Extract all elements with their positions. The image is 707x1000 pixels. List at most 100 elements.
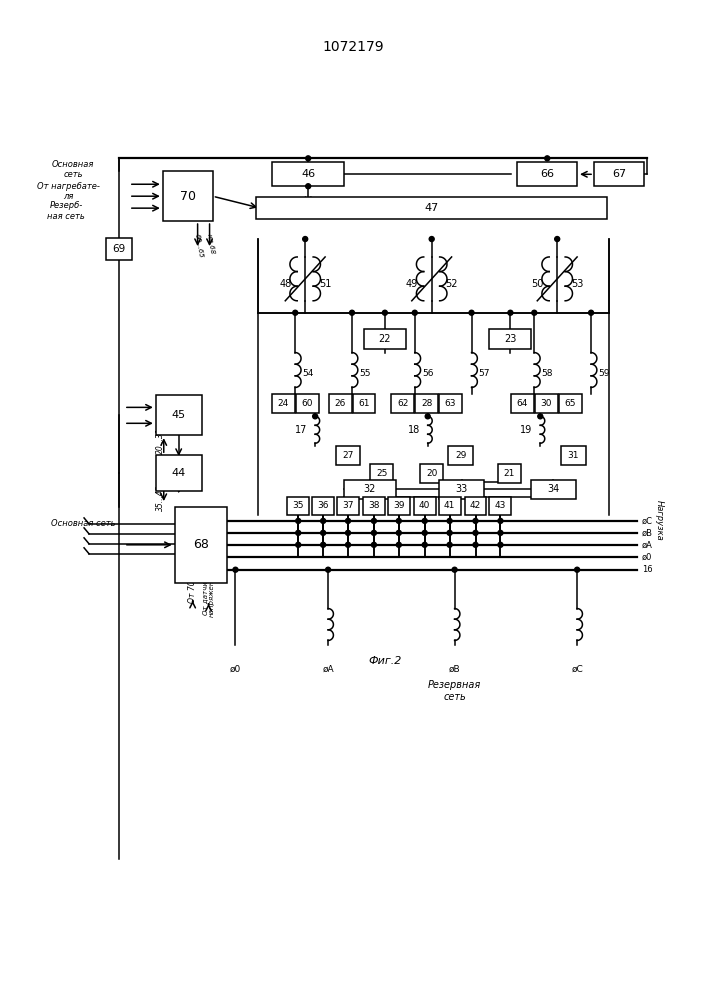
Circle shape: [508, 310, 513, 315]
Text: 28: 28: [421, 399, 433, 408]
Circle shape: [575, 567, 580, 572]
Circle shape: [296, 530, 300, 535]
Circle shape: [498, 518, 503, 523]
Circle shape: [296, 542, 300, 547]
Text: 63: 63: [445, 399, 456, 408]
Circle shape: [447, 518, 452, 523]
Bar: [163, 171, 213, 221]
Bar: [439, 394, 462, 413]
Circle shape: [447, 530, 452, 535]
Circle shape: [422, 518, 427, 523]
Circle shape: [447, 542, 452, 547]
Text: 52: 52: [445, 279, 458, 289]
Circle shape: [429, 237, 434, 242]
Text: ø0: ø0: [230, 665, 241, 674]
Text: 67: 67: [612, 169, 626, 179]
Text: 1072179: 1072179: [322, 40, 384, 54]
Text: 34: 34: [547, 484, 559, 494]
Circle shape: [498, 530, 503, 535]
Text: 20...31: 20...31: [156, 427, 165, 454]
Text: 21: 21: [503, 469, 515, 478]
Circle shape: [397, 530, 402, 535]
Text: 47: 47: [425, 203, 439, 213]
Text: 51: 51: [319, 279, 332, 289]
Text: 41: 41: [444, 501, 455, 510]
Text: øA: øA: [322, 665, 334, 674]
Circle shape: [382, 310, 387, 315]
Bar: [511, 394, 534, 413]
Circle shape: [498, 542, 503, 547]
Text: Основная сеть: Основная сеть: [51, 519, 115, 528]
Bar: [272, 162, 344, 186]
Bar: [438, 497, 460, 515]
Text: 46: 46: [301, 169, 315, 179]
Circle shape: [371, 518, 376, 523]
Bar: [337, 497, 359, 515]
Bar: [363, 497, 385, 515]
Circle shape: [532, 310, 537, 315]
Text: 35: 35: [293, 501, 304, 510]
Text: 45: 45: [172, 410, 186, 420]
Text: 60...65: 60...65: [194, 233, 204, 258]
Text: 50: 50: [531, 279, 544, 289]
Text: Основная
сеть: Основная сеть: [52, 160, 94, 179]
Text: 57: 57: [479, 369, 490, 378]
Text: øC: øC: [571, 665, 583, 674]
Bar: [106, 238, 132, 260]
Circle shape: [473, 518, 478, 523]
Circle shape: [588, 310, 594, 315]
Circle shape: [397, 542, 402, 547]
Circle shape: [425, 414, 430, 419]
Text: 70: 70: [180, 190, 196, 203]
Bar: [175, 507, 226, 583]
Bar: [415, 394, 438, 413]
Text: 29: 29: [455, 451, 466, 460]
Text: 43: 43: [495, 501, 506, 510]
Circle shape: [312, 414, 317, 419]
Text: 38: 38: [368, 501, 380, 510]
Text: 49: 49: [406, 279, 418, 289]
Circle shape: [422, 542, 427, 547]
Circle shape: [371, 542, 376, 547]
Text: øA: øA: [642, 540, 653, 549]
Bar: [489, 329, 531, 349]
Circle shape: [555, 237, 560, 242]
Circle shape: [321, 518, 326, 523]
Text: От 70: От 70: [188, 580, 197, 603]
Text: 24: 24: [278, 399, 289, 408]
Bar: [344, 480, 396, 499]
Bar: [420, 464, 443, 483]
Circle shape: [469, 310, 474, 315]
Bar: [561, 446, 585, 465]
Circle shape: [305, 184, 310, 189]
Text: 30: 30: [540, 399, 552, 408]
Bar: [364, 329, 406, 349]
Text: øB: øB: [449, 665, 460, 674]
Text: 56: 56: [422, 369, 433, 378]
Bar: [489, 497, 511, 515]
Text: øC: øC: [642, 516, 653, 525]
Circle shape: [326, 567, 331, 572]
Circle shape: [346, 530, 351, 535]
Text: Резервная
сеть: Резервная сеть: [428, 680, 481, 702]
Text: 25: 25: [376, 469, 387, 478]
Circle shape: [545, 156, 550, 161]
Bar: [370, 464, 393, 483]
Bar: [353, 394, 375, 413]
Text: 40: 40: [419, 501, 431, 510]
Text: 18: 18: [408, 425, 420, 435]
Bar: [464, 497, 486, 515]
Bar: [559, 394, 582, 413]
Text: 64: 64: [517, 399, 528, 408]
Bar: [156, 395, 201, 435]
Text: 17: 17: [295, 425, 308, 435]
Text: 32: 32: [363, 484, 376, 494]
Circle shape: [371, 530, 376, 535]
Bar: [156, 455, 201, 491]
Circle shape: [397, 518, 402, 523]
Text: 62: 62: [397, 399, 409, 408]
Text: 36: 36: [317, 501, 329, 510]
Bar: [498, 464, 521, 483]
Bar: [392, 394, 414, 413]
Bar: [594, 162, 644, 186]
